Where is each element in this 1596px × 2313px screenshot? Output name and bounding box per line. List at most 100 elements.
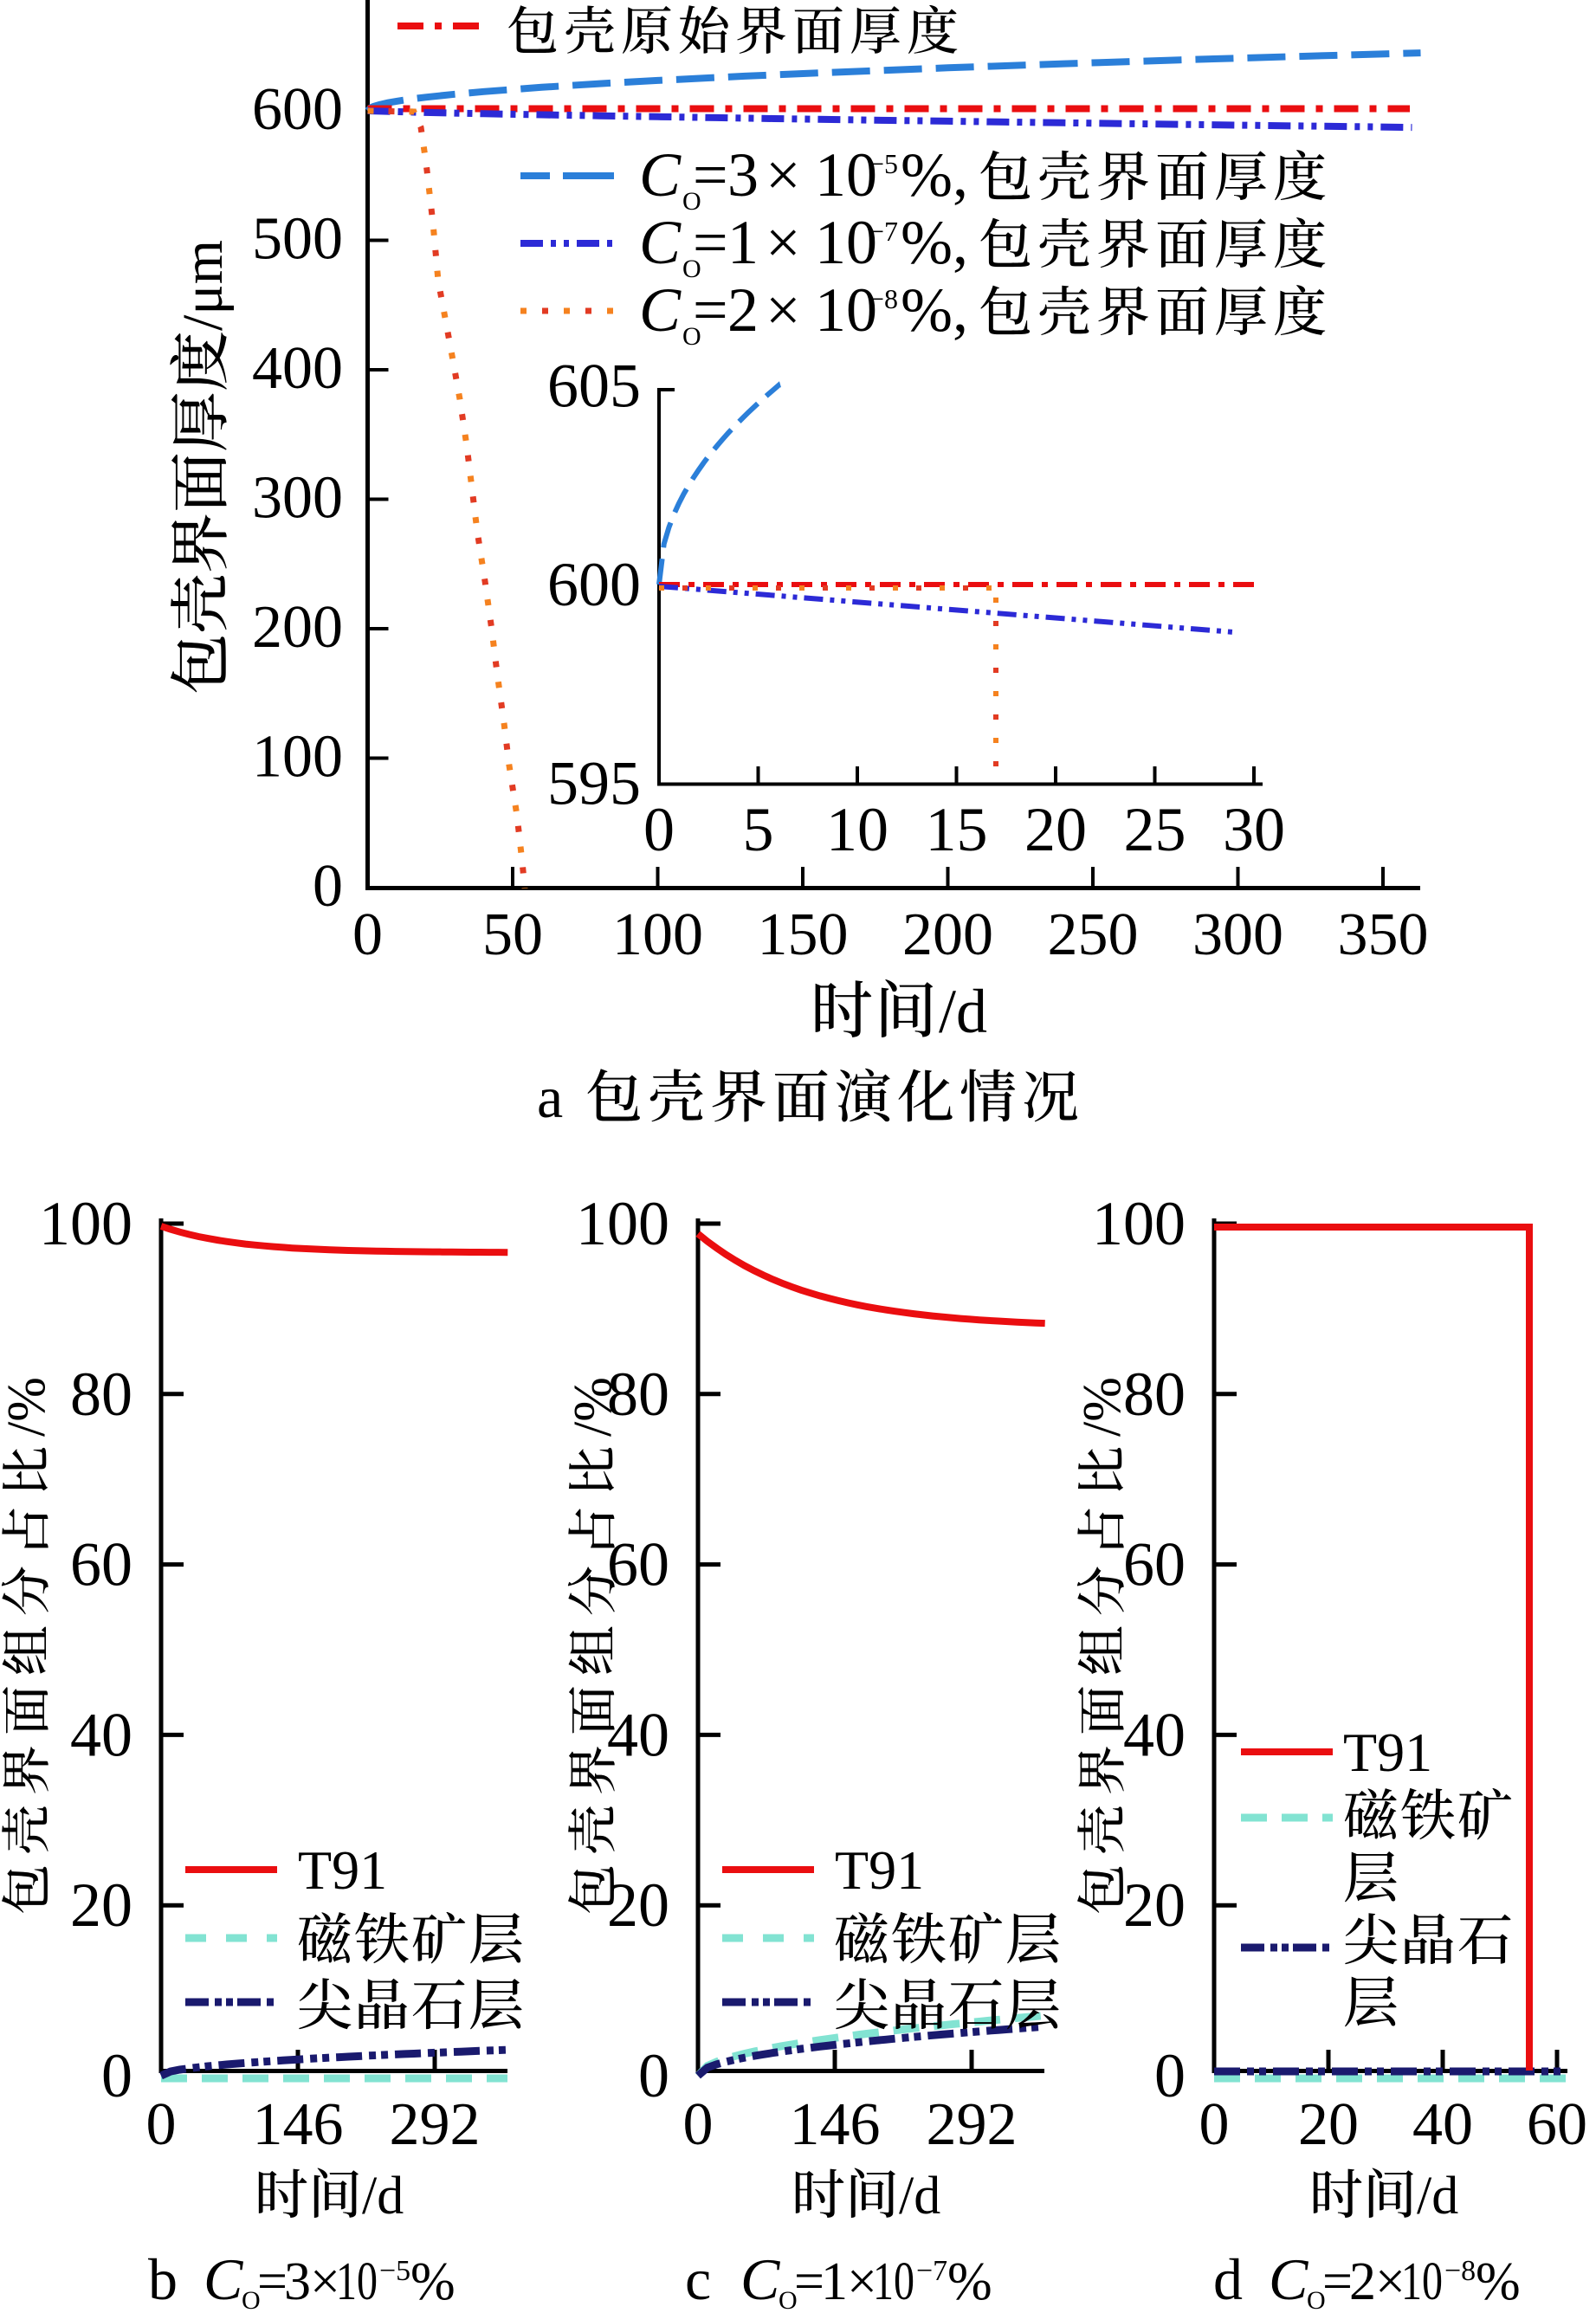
svg-text:50: 50 — [482, 901, 543, 968]
svg-text:O: O — [682, 255, 701, 283]
svg-text:=: = — [1322, 2252, 1353, 2311]
svg-text:0: 0 — [313, 853, 343, 920]
svg-text:0: 0 — [101, 2041, 132, 2110]
svg-text:350: 350 — [1338, 901, 1429, 968]
svg-text:O: O — [682, 322, 701, 351]
svg-text:%: % — [947, 2252, 992, 2311]
svg-text:80: 80 — [607, 1360, 669, 1429]
svg-text:0: 0 — [352, 901, 383, 968]
svg-text:−7: −7 — [869, 216, 898, 247]
svg-text:d: d — [1213, 2246, 1243, 2312]
svg-text:80: 80 — [70, 1360, 132, 1429]
svg-text:30: 30 — [1223, 795, 1285, 864]
svg-text:b: b — [148, 2246, 178, 2312]
svg-text:T91: T91 — [835, 1839, 924, 1901]
svg-text:C: C — [639, 140, 682, 210]
svg-text:C: C — [639, 208, 682, 277]
svg-text:250: 250 — [1048, 901, 1139, 968]
svg-text:/μm: /μm — [171, 240, 235, 331]
svg-text:20: 20 — [607, 1870, 669, 1940]
svg-text:292: 292 — [927, 2091, 1018, 2158]
svg-text:3: 3 — [727, 140, 759, 210]
svg-text:25: 25 — [1124, 795, 1186, 864]
svg-text:595: 595 — [547, 749, 641, 818]
svg-text:15: 15 — [926, 795, 988, 864]
svg-text:10: 10 — [1401, 2252, 1443, 2311]
svg-text:20: 20 — [1024, 795, 1087, 864]
svg-text:O: O — [1307, 2286, 1326, 2313]
svg-text:100: 100 — [612, 901, 703, 968]
svg-text:10: 10 — [815, 208, 877, 277]
svg-text:292: 292 — [390, 2091, 481, 2158]
svg-text:2: 2 — [1349, 2252, 1376, 2311]
svg-text:40: 40 — [70, 1700, 132, 1769]
svg-text:10: 10 — [815, 275, 877, 345]
svg-text:1: 1 — [821, 2252, 848, 2311]
svg-text:=: = — [693, 140, 728, 210]
svg-text:/d: /d — [362, 2167, 404, 2226]
svg-text:10: 10 — [815, 140, 877, 210]
svg-text:=: = — [693, 275, 728, 345]
svg-text:,: , — [953, 140, 968, 210]
svg-text:40: 40 — [1412, 2091, 1473, 2158]
svg-text:3: 3 — [284, 2252, 311, 2311]
svg-text:/d: /d — [939, 977, 987, 1046]
svg-text:%: % — [901, 208, 953, 277]
svg-text:600: 600 — [252, 76, 343, 143]
svg-text:60: 60 — [70, 1530, 132, 1599]
svg-text:146: 146 — [253, 2091, 344, 2158]
svg-text:400: 400 — [252, 335, 343, 402]
svg-text:0: 0 — [1199, 2091, 1230, 2158]
svg-text:1: 1 — [727, 208, 759, 277]
svg-text:100: 100 — [1092, 1189, 1186, 1258]
svg-text:−7: −7 — [916, 2255, 947, 2287]
svg-text:×: × — [766, 140, 801, 210]
svg-text:5: 5 — [743, 795, 774, 864]
svg-text:300: 300 — [1192, 901, 1283, 968]
svg-text:40: 40 — [607, 1700, 669, 1769]
svg-text:O: O — [779, 2286, 798, 2313]
svg-text:60: 60 — [1527, 2091, 1587, 2158]
svg-text:×: × — [310, 2252, 340, 2311]
svg-text:300: 300 — [252, 465, 343, 532]
svg-text:C: C — [1269, 2246, 1308, 2312]
svg-text:20: 20 — [1298, 2091, 1359, 2158]
svg-text:80: 80 — [1123, 1360, 1186, 1429]
svg-text:%: % — [901, 140, 953, 210]
svg-text:T91: T91 — [298, 1839, 387, 1901]
svg-text:C: C — [204, 2246, 243, 2312]
svg-text:C: C — [740, 2246, 780, 2312]
svg-text:60: 60 — [1123, 1530, 1186, 1599]
svg-text:200: 200 — [252, 594, 343, 661]
svg-text:,: , — [953, 275, 968, 345]
svg-text:146: 146 — [790, 2091, 881, 2158]
svg-text:×: × — [766, 275, 801, 345]
svg-text:−5: −5 — [379, 2255, 410, 2287]
svg-text:O: O — [242, 2286, 261, 2313]
svg-text:20: 20 — [1123, 1870, 1186, 1940]
svg-text:2: 2 — [727, 275, 759, 345]
svg-text:/%: /% — [0, 1377, 56, 1437]
svg-text:,: , — [953, 208, 968, 277]
svg-text:0: 0 — [1154, 2041, 1186, 2110]
svg-text:10: 10 — [873, 2252, 914, 2311]
svg-text:/d: /d — [1417, 2167, 1458, 2226]
svg-text:=: = — [257, 2252, 288, 2311]
svg-text:500: 500 — [252, 206, 343, 273]
svg-text:0: 0 — [643, 795, 675, 864]
svg-text:T91: T91 — [1343, 1722, 1432, 1783]
svg-text:−8: −8 — [1444, 2255, 1476, 2287]
svg-text:40: 40 — [1123, 1700, 1186, 1769]
svg-text:/%: /% — [564, 1377, 623, 1437]
svg-text:100: 100 — [252, 724, 343, 791]
svg-text:−5: −5 — [869, 148, 898, 179]
svg-text:×: × — [766, 208, 801, 277]
svg-text:a: a — [537, 1064, 563, 1130]
svg-text:100: 100 — [39, 1189, 132, 1258]
svg-text:20: 20 — [70, 1870, 132, 1940]
svg-text:C: C — [639, 275, 682, 345]
svg-text:100: 100 — [576, 1189, 669, 1258]
svg-text:0: 0 — [683, 2091, 714, 2158]
svg-text:−8: −8 — [869, 283, 898, 314]
svg-text:/%: /% — [1073, 1377, 1132, 1437]
